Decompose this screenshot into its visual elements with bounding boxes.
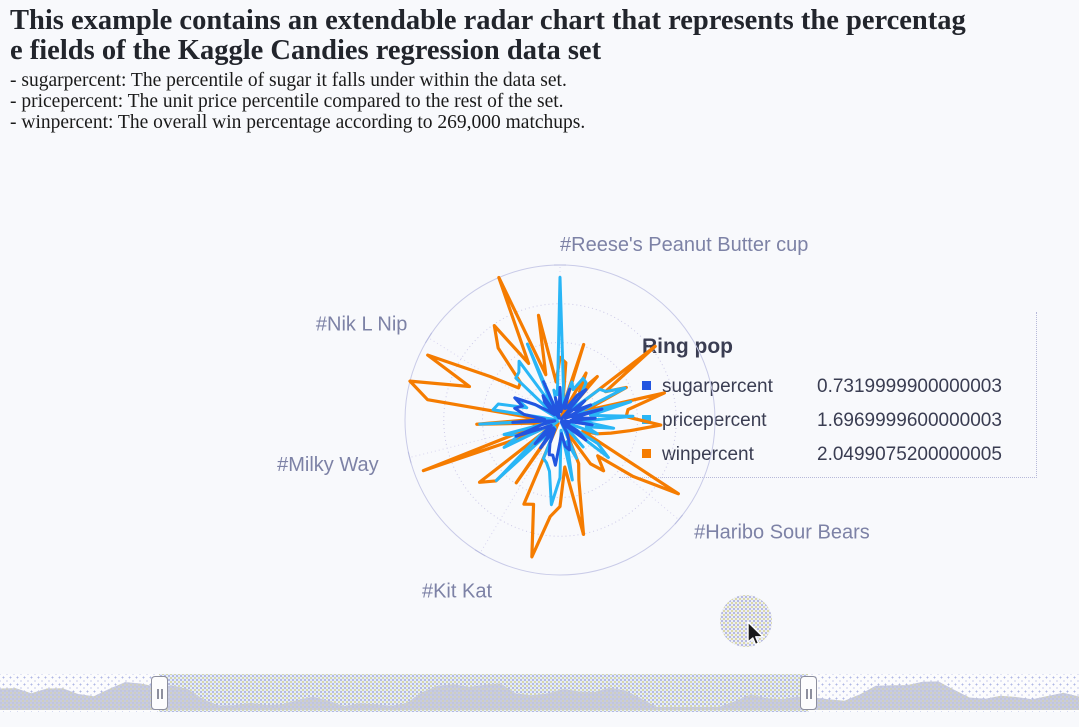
- svg-text:#Haribo Sour Bears: #Haribo Sour Bears: [694, 522, 870, 544]
- svg-text:#Reese's Peanut Butter cup: #Reese's Peanut Butter cup: [560, 234, 808, 256]
- svg-text:#Kit Kat: #Kit Kat: [422, 580, 492, 602]
- svg-text:#Nik L Nip: #Nik L Nip: [316, 314, 408, 336]
- svg-text:#Milky Way: #Milky Way: [277, 454, 378, 476]
